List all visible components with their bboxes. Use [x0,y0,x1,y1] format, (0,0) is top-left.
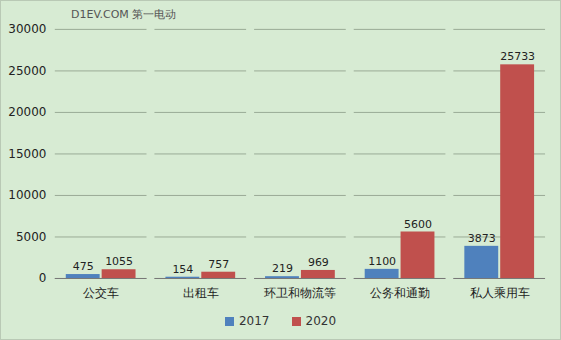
svg-text:3873: 3873 [468,232,496,245]
svg-text:30000: 30000 [8,22,46,36]
html-text:2020: 2020 [305,313,336,328]
svg-text:0: 0 [39,271,47,285]
svg-text:475: 475 [73,260,94,273]
svg-text:1055: 1055 [105,255,133,268]
svg-text:219: 219 [272,262,293,275]
svg-text:25733: 25733 [500,50,535,63]
html-text:2017: 2017 [239,313,270,328]
svg-text:出租车: 出租车 [183,286,219,300]
svg-text:公交车: 公交车 [83,286,119,300]
svg-text:154: 154 [172,263,193,276]
svg-text:15000: 15000 [8,147,46,161]
svg-text:25000: 25000 [8,64,46,78]
svg-text:1100: 1100 [368,255,396,268]
svg-text:5000: 5000 [16,230,46,244]
svg-text:969: 969 [308,256,329,269]
svg-text:5600: 5600 [404,218,432,231]
svg-text:环卫和物流等: 环卫和物流等 [264,286,336,300]
svg-text:私人乘用车: 私人乘用车 [470,286,530,300]
svg-text:公务和通勤: 公务和通勤 [370,286,430,300]
html-text:D1EV.COM 第一电动: D1EV.COM 第一电动 [71,8,177,21]
svg-text:20000: 20000 [8,105,46,119]
svg-text:757: 757 [208,258,229,271]
svg-text:10000: 10000 [8,188,46,202]
